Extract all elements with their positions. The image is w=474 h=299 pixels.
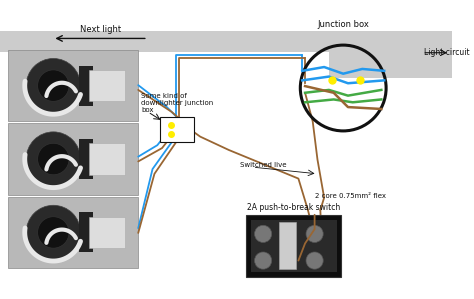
Circle shape: [37, 217, 69, 248]
Text: Switched live: Switched live: [240, 162, 287, 168]
Circle shape: [306, 252, 323, 269]
Circle shape: [255, 252, 272, 269]
FancyBboxPatch shape: [329, 31, 452, 78]
Circle shape: [26, 205, 81, 260]
FancyBboxPatch shape: [0, 31, 452, 52]
Circle shape: [306, 225, 323, 242]
Text: Junction box: Junction box: [317, 20, 369, 29]
Circle shape: [26, 59, 81, 113]
FancyBboxPatch shape: [160, 117, 193, 142]
FancyBboxPatch shape: [251, 219, 337, 272]
FancyBboxPatch shape: [8, 123, 138, 195]
Text: Next light: Next light: [80, 25, 121, 34]
FancyBboxPatch shape: [89, 217, 125, 248]
Circle shape: [37, 70, 69, 101]
Text: 2A push-to-break switch: 2A push-to-break switch: [247, 203, 340, 212]
FancyBboxPatch shape: [246, 215, 341, 277]
Text: 2 core 0.75mm² flex: 2 core 0.75mm² flex: [315, 193, 386, 199]
FancyBboxPatch shape: [89, 143, 125, 175]
Text: Some kind of
downlighter junction
box: Some kind of downlighter junction box: [141, 93, 213, 113]
FancyBboxPatch shape: [80, 139, 92, 179]
FancyBboxPatch shape: [89, 70, 125, 101]
FancyBboxPatch shape: [279, 222, 297, 269]
Circle shape: [37, 143, 69, 175]
Circle shape: [26, 132, 81, 186]
FancyBboxPatch shape: [8, 197, 138, 268]
Text: Light circuit: Light circuit: [424, 48, 470, 57]
Circle shape: [255, 225, 272, 242]
FancyBboxPatch shape: [8, 50, 138, 121]
FancyBboxPatch shape: [80, 65, 92, 106]
FancyBboxPatch shape: [80, 212, 92, 252]
